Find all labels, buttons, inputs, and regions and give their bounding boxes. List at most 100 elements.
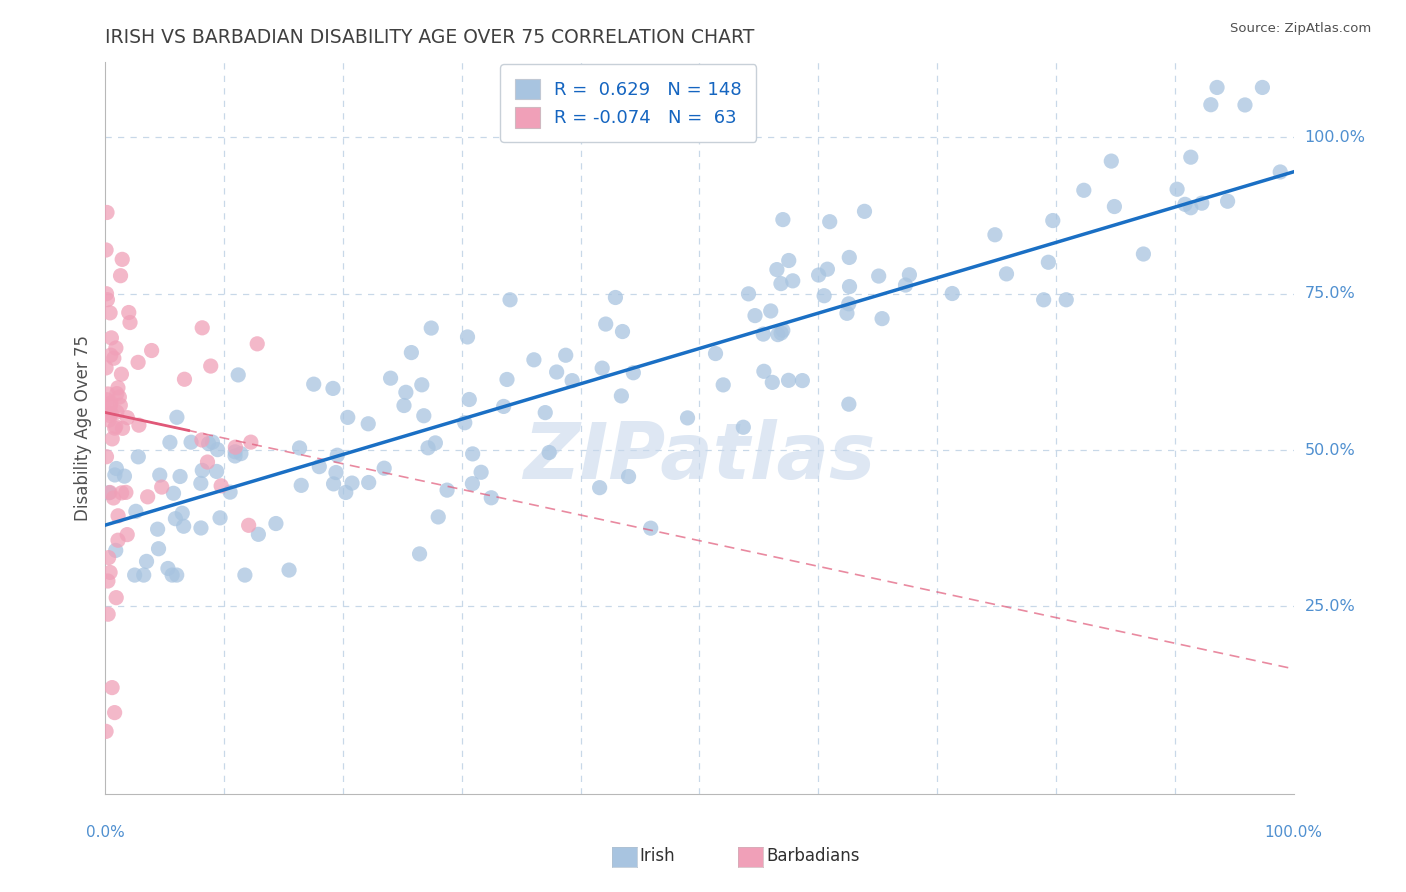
Point	[100, 348, 122, 362]
Point	[128, 418, 150, 433]
Point	[1032, 293, 1054, 307]
Point	[288, 441, 311, 455]
Point	[868, 268, 890, 283]
Point	[141, 343, 163, 358]
Point	[169, 469, 191, 483]
Point	[110, 268, 132, 283]
Point	[546, 365, 568, 379]
Point	[127, 355, 149, 369]
Point	[173, 372, 195, 386]
Point	[838, 297, 860, 311]
Point	[96, 205, 118, 219]
Point	[226, 368, 249, 382]
Point	[752, 364, 775, 378]
Point	[118, 316, 141, 330]
Point	[1180, 150, 1202, 164]
Point	[208, 511, 231, 525]
Point	[107, 508, 129, 523]
Point	[538, 445, 561, 459]
Point	[1042, 213, 1064, 227]
Point	[105, 405, 128, 419]
Point	[104, 419, 127, 434]
Point	[984, 227, 1007, 242]
Point	[233, 568, 256, 582]
Point	[180, 435, 202, 450]
Point	[1104, 200, 1126, 214]
Point	[96, 392, 118, 407]
Point	[308, 459, 330, 474]
Point	[744, 309, 766, 323]
Point	[1166, 182, 1188, 196]
Point	[136, 490, 159, 504]
Point	[98, 566, 121, 580]
Point	[201, 435, 224, 450]
Text: Barbadians: Barbadians	[766, 847, 860, 865]
Point	[100, 331, 122, 345]
Point	[838, 279, 860, 293]
Point	[610, 389, 633, 403]
Point	[737, 286, 759, 301]
Text: 25.0%: 25.0%	[1305, 599, 1355, 614]
Point	[159, 435, 181, 450]
Point	[1174, 197, 1197, 211]
Point	[94, 360, 117, 375]
Point	[782, 274, 804, 288]
Point	[496, 372, 519, 386]
Point	[766, 327, 789, 342]
Point	[103, 491, 125, 505]
Point	[94, 243, 117, 257]
Point	[401, 345, 423, 359]
Point	[101, 681, 124, 695]
Point	[165, 511, 187, 525]
Point	[190, 521, 212, 535]
Point	[132, 568, 155, 582]
Point	[711, 377, 734, 392]
Point	[111, 421, 134, 435]
Point	[104, 341, 127, 355]
Text: Irish: Irish	[640, 847, 675, 865]
Point	[98, 399, 121, 413]
Point	[1251, 80, 1274, 95]
Point	[197, 436, 219, 450]
Point	[104, 706, 127, 720]
Point	[1073, 183, 1095, 197]
Point	[621, 366, 644, 380]
Point	[111, 252, 134, 267]
Text: 75.0%: 75.0%	[1305, 286, 1355, 301]
Point	[101, 432, 124, 446]
Point	[107, 381, 129, 395]
Point	[772, 212, 794, 227]
Point	[146, 522, 169, 536]
Point	[772, 323, 794, 337]
Point	[1038, 255, 1060, 269]
Point	[104, 421, 127, 435]
Point	[336, 410, 359, 425]
Point	[166, 410, 188, 425]
Point	[357, 475, 380, 490]
Point	[523, 352, 546, 367]
Point	[96, 286, 118, 301]
Point	[408, 547, 430, 561]
Point	[114, 469, 136, 483]
Point	[127, 450, 149, 464]
Point	[770, 326, 793, 340]
Point	[100, 396, 122, 410]
Point	[246, 336, 269, 351]
Point	[104, 543, 127, 558]
Point	[105, 386, 128, 401]
Point	[322, 381, 344, 395]
Point	[1180, 201, 1202, 215]
Point	[461, 476, 484, 491]
Point	[124, 568, 146, 582]
Point	[605, 291, 627, 305]
Point	[612, 325, 634, 339]
Point	[411, 377, 433, 392]
Point	[200, 359, 222, 373]
Point	[813, 289, 835, 303]
Point	[219, 485, 242, 500]
Point	[238, 518, 260, 533]
Text: IRISH VS BARBADIAN DISABILITY AGE OVER 75 CORRELATION CHART: IRISH VS BARBADIAN DISABILITY AGE OVER 7…	[105, 28, 755, 47]
Point	[870, 311, 893, 326]
Point	[135, 554, 157, 568]
Point	[380, 371, 402, 385]
